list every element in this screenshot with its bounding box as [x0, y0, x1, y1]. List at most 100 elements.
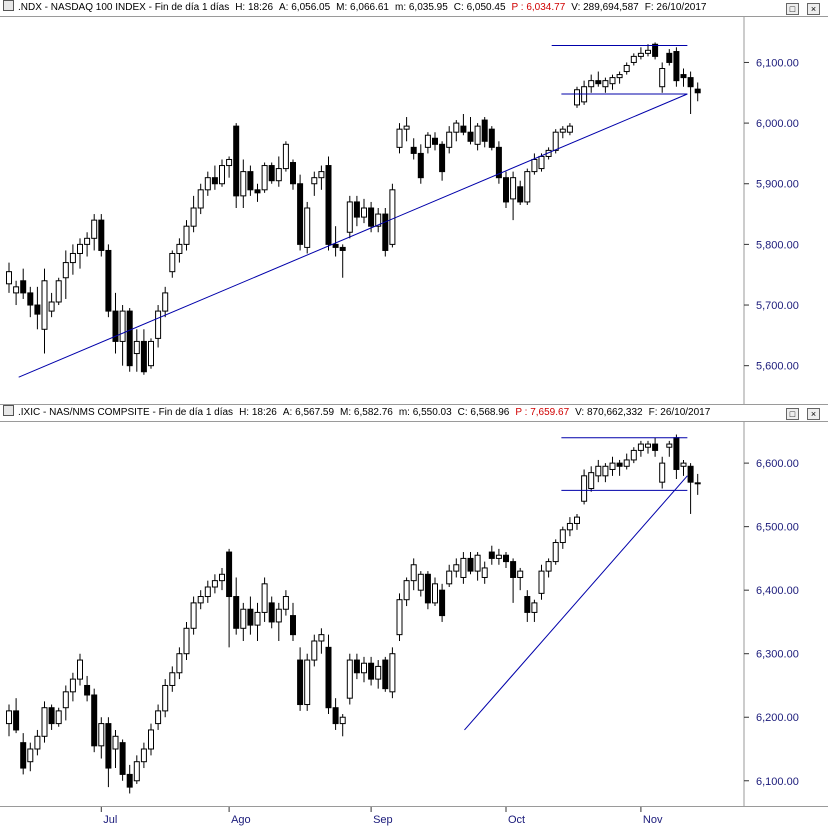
candle-body-up — [574, 516, 580, 524]
candle-body-up — [211, 580, 218, 588]
candle — [325, 156, 332, 251]
candle-body-down — [673, 437, 680, 470]
candle — [424, 132, 431, 154]
candle — [226, 156, 233, 178]
candle-body-up — [609, 462, 616, 470]
candle-body-up — [588, 472, 595, 490]
ixic-candlestick-chart: 6,600.00 6,500.00 6,400.00 6,300.00 6,200.00… — [6, 421, 799, 807]
candle — [694, 473, 701, 495]
candle-body-up — [446, 570, 453, 585]
panel-menu-icon[interactable] — [3, 0, 14, 11]
candle — [119, 305, 126, 366]
candle-body-down — [247, 171, 254, 191]
candle — [559, 526, 566, 549]
ixic-header: .IXIC - NAS/NMS COMPSITE - Fin de día 1 … — [0, 405, 828, 422]
candle — [474, 552, 481, 581]
candle-body-up — [77, 243, 83, 254]
ndx-symbol: .NDX - NASDAQ 100 INDEX - Fin de día 1 d… — [18, 2, 230, 13]
candle-body-up — [190, 602, 197, 629]
candle-body-up — [645, 49, 651, 54]
candle-body-up — [190, 207, 197, 227]
candle-body-down — [652, 43, 659, 57]
candle-body-up — [219, 165, 225, 185]
candle — [155, 704, 162, 730]
candle-body-up — [240, 608, 247, 629]
y-tick-label: 6,400.00 — [756, 585, 799, 597]
candle — [659, 456, 666, 489]
candle — [240, 159, 247, 208]
candle-body-down — [233, 596, 240, 629]
candle-body-up — [389, 189, 396, 245]
candle — [247, 165, 254, 196]
candle-body-up — [183, 627, 190, 655]
y-tick-label: 6,300.00 — [756, 649, 799, 661]
candle-body-down — [126, 773, 133, 788]
candle-body-down — [268, 165, 275, 182]
candle-body-up — [133, 340, 140, 355]
candle-body-down — [290, 615, 296, 636]
candle-body-down — [652, 443, 659, 451]
candle — [219, 567, 225, 591]
candle-body-up — [424, 134, 431, 148]
candle — [588, 466, 595, 492]
candle — [481, 117, 488, 148]
candle — [183, 621, 190, 661]
maximize-icon[interactable]: □ — [786, 3, 799, 15]
candle-body-up — [162, 684, 169, 712]
candle-body-up — [275, 168, 282, 182]
candle-body-up — [510, 177, 517, 200]
candle-body-up — [574, 89, 580, 106]
candle — [517, 567, 524, 591]
candle-body-down — [119, 742, 126, 775]
candle — [211, 574, 218, 594]
candle — [55, 277, 62, 306]
candle-body-up — [41, 707, 48, 737]
candle-body-up — [304, 659, 311, 706]
candle-body-up — [524, 171, 531, 203]
candle — [645, 44, 651, 57]
ndx-p: P : 6,034.77 — [511, 2, 566, 13]
candle — [559, 126, 566, 139]
candle-body-up — [304, 207, 311, 248]
candle — [382, 656, 389, 692]
candle-body-up — [318, 171, 325, 179]
maximize-icon[interactable]: □ — [786, 408, 799, 420]
candle-body-up — [112, 735, 119, 750]
candle-body-up — [282, 596, 289, 610]
candle — [680, 459, 687, 476]
ixic-time: H: 18:26 — [239, 407, 277, 418]
candle — [346, 195, 353, 239]
candle-body-up — [98, 723, 105, 747]
candle-body-down — [467, 131, 474, 142]
candle-body-down — [268, 602, 275, 623]
x-tick-label: Oct — [508, 814, 525, 826]
candle — [545, 558, 552, 578]
candle — [219, 159, 225, 187]
candle — [162, 679, 169, 718]
candle — [439, 583, 446, 622]
ndx-panel: .NDX - NASDAQ 100 INDEX - Fin de día 1 d… — [0, 0, 828, 404]
panel-menu-icon[interactable] — [3, 405, 14, 416]
candle — [637, 47, 644, 60]
candle-body-down — [353, 659, 360, 674]
candle-body-up — [69, 678, 76, 693]
candle-body-up — [311, 640, 318, 661]
candle — [566, 123, 573, 136]
ixic-p: P : 7,659.67 — [515, 407, 570, 418]
candle — [503, 552, 509, 568]
close-icon[interactable]: × — [807, 3, 820, 15]
candle — [488, 126, 495, 151]
candle — [311, 171, 318, 196]
candle — [353, 195, 360, 227]
candle — [609, 456, 616, 476]
candle-body-down — [325, 646, 332, 709]
candle-body-down — [510, 561, 517, 578]
candle — [84, 675, 91, 702]
ixic-volume: V: 870,662,332 — [575, 407, 643, 418]
close-icon[interactable]: × — [807, 408, 820, 420]
candle — [133, 329, 140, 372]
candle-body-down — [495, 146, 502, 179]
candle — [389, 183, 396, 248]
candle-body-up — [637, 52, 644, 57]
candle — [204, 580, 211, 603]
